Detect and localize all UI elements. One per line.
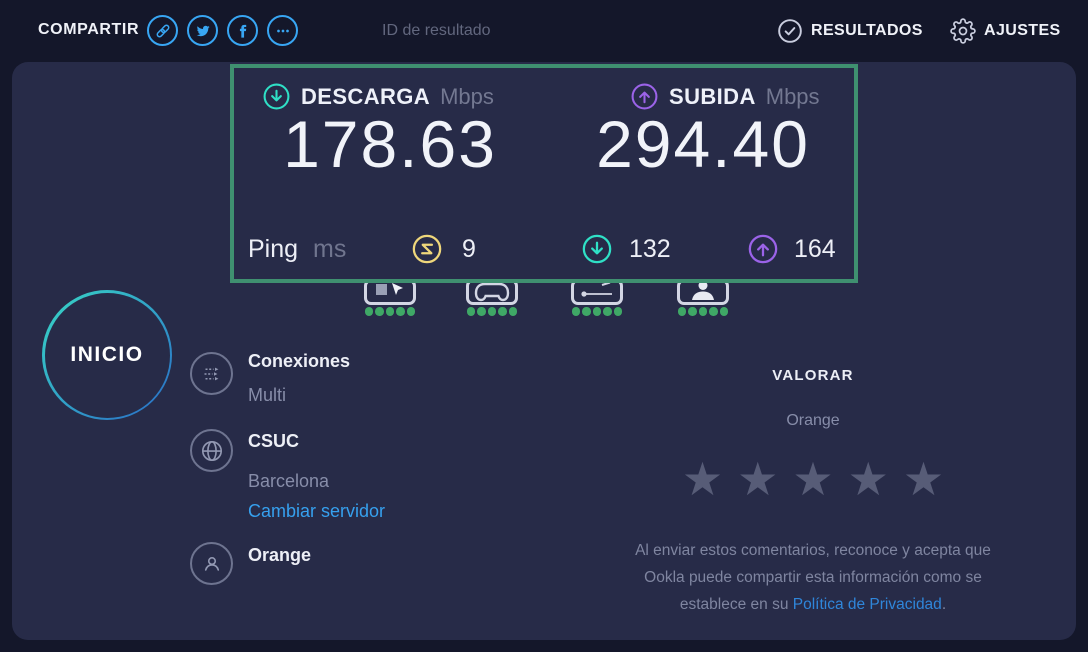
ping-upload-value: 164 [794,235,836,263]
ping-label: Ping [248,235,299,263]
rating-provider: Orange [786,412,840,429]
upload-header: SUBIDA Mbps [630,82,820,111]
result-panel [12,62,1076,640]
rating-disclaimer: Al enviar estos comentarios, reconoce y … [568,537,1058,618]
upload-label: SUBIDA [669,83,756,109]
link-icon [154,22,172,40]
nav-results[interactable]: RESULTADOS [777,18,923,44]
server-name: CSUC [248,431,300,451]
twitter-icon [195,23,211,39]
top-bar: COMPARTIR [0,0,1088,62]
share-facebook-button[interactable] [227,15,258,46]
quality-web-icon [364,279,416,305]
disclaimer-line-3-suffix: . [941,596,947,613]
upload-value: 294.40 [596,107,810,181]
restart-label: INICIO [44,292,170,418]
ping-download-icon [581,233,613,265]
results-label: RESULTADOS [811,22,923,39]
share-more-button[interactable] [267,15,298,46]
ping-unit: ms [313,235,347,263]
ping-upload-icon [747,233,779,265]
quality-gaming-icon [466,279,518,305]
upload-arrow-icon [630,82,659,111]
quality-conference-dots [677,307,729,316]
connections-badge [190,352,233,395]
disclaimer-line-2: Ookla puede compartir esta información c… [644,569,982,586]
share-label: COMPARTIR [38,21,140,38]
server-location: Barcelona [248,471,330,491]
download-arrow-icon [262,82,291,111]
share-link-button[interactable] [147,15,178,46]
isp-name: Orange [248,545,312,565]
facebook-icon [235,23,251,39]
quality-gaming-dots [466,307,518,316]
download-label: DESCARGA [301,83,431,109]
more-ellipsis-icon [274,22,292,40]
rating-title: VALORAR [772,367,854,384]
connections-label: Conexiones [248,351,351,371]
disclaimer-line-3-prefix: establece en su [679,596,793,613]
globe-icon [199,438,225,464]
disclaimer-line-3: establece en su Política de Privacidad. [568,591,1058,618]
share-twitter-button[interactable] [187,15,218,46]
privacy-policy-link[interactable]: Política de Privacidad [792,596,942,613]
nav-settings[interactable]: AJUSTES [950,18,1061,44]
multi-connections-icon [200,362,224,386]
settings-label: AJUSTES [984,22,1061,39]
gear-icon [950,18,976,44]
person-icon [199,551,225,577]
quality-web-dots [364,307,416,316]
result-id-label[interactable]: ID de resultado [382,22,491,39]
check-circle-icon [777,18,803,44]
ping-download-value: 132 [629,235,671,263]
change-server-link[interactable]: Cambiar servidor [248,501,386,521]
download-header: DESCARGA Mbps [262,82,494,111]
connections-value: Multi [248,385,287,405]
download-value: 178.63 [283,107,497,181]
restart-button[interactable]: INICIO [42,290,172,420]
quality-streaming-dots [571,307,623,316]
isp-badge [190,542,233,585]
upload-unit: Mbps [765,83,820,109]
download-unit: Mbps [440,83,494,109]
quality-streaming-icon [571,279,623,305]
disclaimer-line-1: Al enviar estos comentarios, reconoce y … [635,542,991,559]
ping-idle-value: 9 [462,235,476,263]
ping-idle-icon [411,233,443,265]
rating-stars[interactable]: ★★★★★ [681,453,959,505]
quality-conference-icon [677,279,729,305]
server-badge [190,429,233,472]
